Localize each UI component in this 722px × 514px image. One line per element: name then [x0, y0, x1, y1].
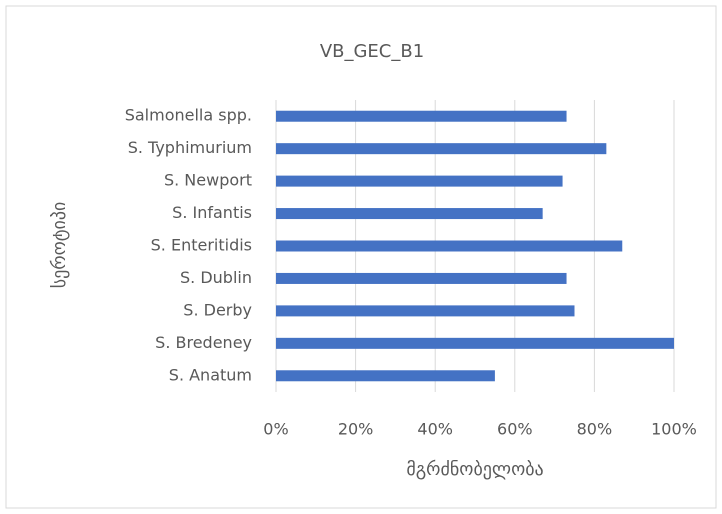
chart-title: VB_GEC_B1 [320, 41, 424, 62]
x-tick-label: 20% [338, 420, 374, 439]
bar [276, 337, 674, 349]
x-tick-label: 40% [417, 420, 453, 439]
x-tick-label: 100% [651, 420, 697, 439]
bar [276, 240, 623, 252]
bar [276, 208, 543, 220]
y-tick-label: S. Enteritidis [151, 236, 252, 255]
y-tick-label: S. Bredeney [155, 333, 252, 352]
x-tick-label: 60% [497, 420, 533, 439]
y-tick-label: S. Newport [164, 171, 252, 190]
y-tick-label: S. Anatum [169, 365, 252, 384]
x-tick-label: 0% [263, 420, 288, 439]
y-tick-label: Salmonella spp. [125, 106, 252, 125]
bar [276, 175, 563, 187]
y-tick-label: S. Derby [183, 300, 252, 319]
y-tick-label: S. Typhimurium [128, 138, 252, 157]
chart-frame [5, 5, 717, 509]
bar [276, 110, 567, 122]
bar [276, 272, 567, 284]
y-tick-label: S. Dublin [180, 268, 252, 287]
bar [276, 305, 575, 317]
x-axis-label: მგრძნობელობა [406, 459, 543, 480]
y-axis-label: სეროტიპი [49, 202, 70, 289]
bar [276, 370, 495, 382]
y-tick-label: S. Infantis [172, 203, 252, 222]
x-tick-label: 80% [577, 420, 613, 439]
bar [276, 143, 607, 155]
